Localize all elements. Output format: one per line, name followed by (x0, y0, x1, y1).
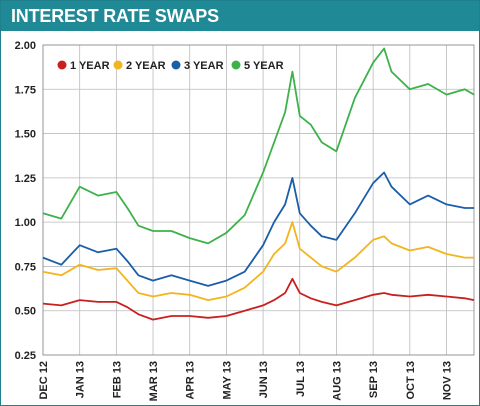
x-tick-label: APR 13 (185, 361, 197, 400)
x-tick-label: JUN 13 (258, 361, 270, 398)
x-tick-label: DEC 12 (38, 361, 50, 400)
series-line-1-year (42, 277, 475, 321)
legend: 1 YEAR 2 YEAR 3 YEAR 5 YEAR (57, 60, 284, 72)
series-line-5-year (42, 47, 475, 245)
x-tick-label: SEP 13 (368, 361, 380, 398)
legend-label: 5 YEAR (244, 60, 284, 72)
legend-item-2-year: 2 YEAR (113, 60, 166, 72)
y-tick-label: 1.75 (15, 84, 36, 96)
series-line-2-year (42, 221, 474, 302)
series-layer (42, 47, 475, 321)
legend-item-1-year: 1 YEAR (57, 60, 110, 72)
x-tick-label: AUG 13 (331, 361, 343, 401)
x-tick-label: FEB 13 (111, 361, 123, 398)
legend-marker (57, 60, 67, 70)
legend-item-5-year: 5 YEAR (231, 60, 284, 72)
y-tick-label: 0.75 (15, 261, 36, 273)
x-tick-label: JAN 13 (75, 361, 87, 398)
x-tick-label: MAY 13 (221, 361, 233, 400)
legend-label: 1 YEAR (70, 60, 110, 72)
y-tick-label: 1.50 (15, 129, 36, 141)
chart-title: INTEREST RATE SWAPS (11, 6, 219, 26)
x-tick-label: MAR 13 (148, 361, 160, 401)
plot-border (42, 44, 475, 356)
legend-item-3-year: 3 YEAR (171, 60, 224, 72)
grid-layer (42, 44, 474, 356)
x-tick-label: JUL 13 (295, 361, 307, 397)
chart-header: INTEREST RATE SWAPS (1, 1, 479, 31)
y-tick-label: 1.25 (15, 173, 36, 185)
legend-marker (171, 60, 181, 70)
x-tick-label: OCT 13 (405, 361, 417, 400)
y-tick-label: 0.25 (15, 350, 36, 362)
legend-label: 3 YEAR (184, 60, 224, 72)
legend-marker (231, 60, 241, 70)
y-tick-label: 0.50 (15, 306, 36, 318)
legend-label: 2 YEAR (126, 60, 166, 72)
y-tick-label: 2.00 (15, 40, 36, 52)
series-line-3-year (42, 171, 474, 287)
x-tick-label: NOV 13 (441, 361, 453, 400)
y-tick-label: 1.00 (15, 217, 36, 229)
legend-marker (113, 60, 123, 70)
